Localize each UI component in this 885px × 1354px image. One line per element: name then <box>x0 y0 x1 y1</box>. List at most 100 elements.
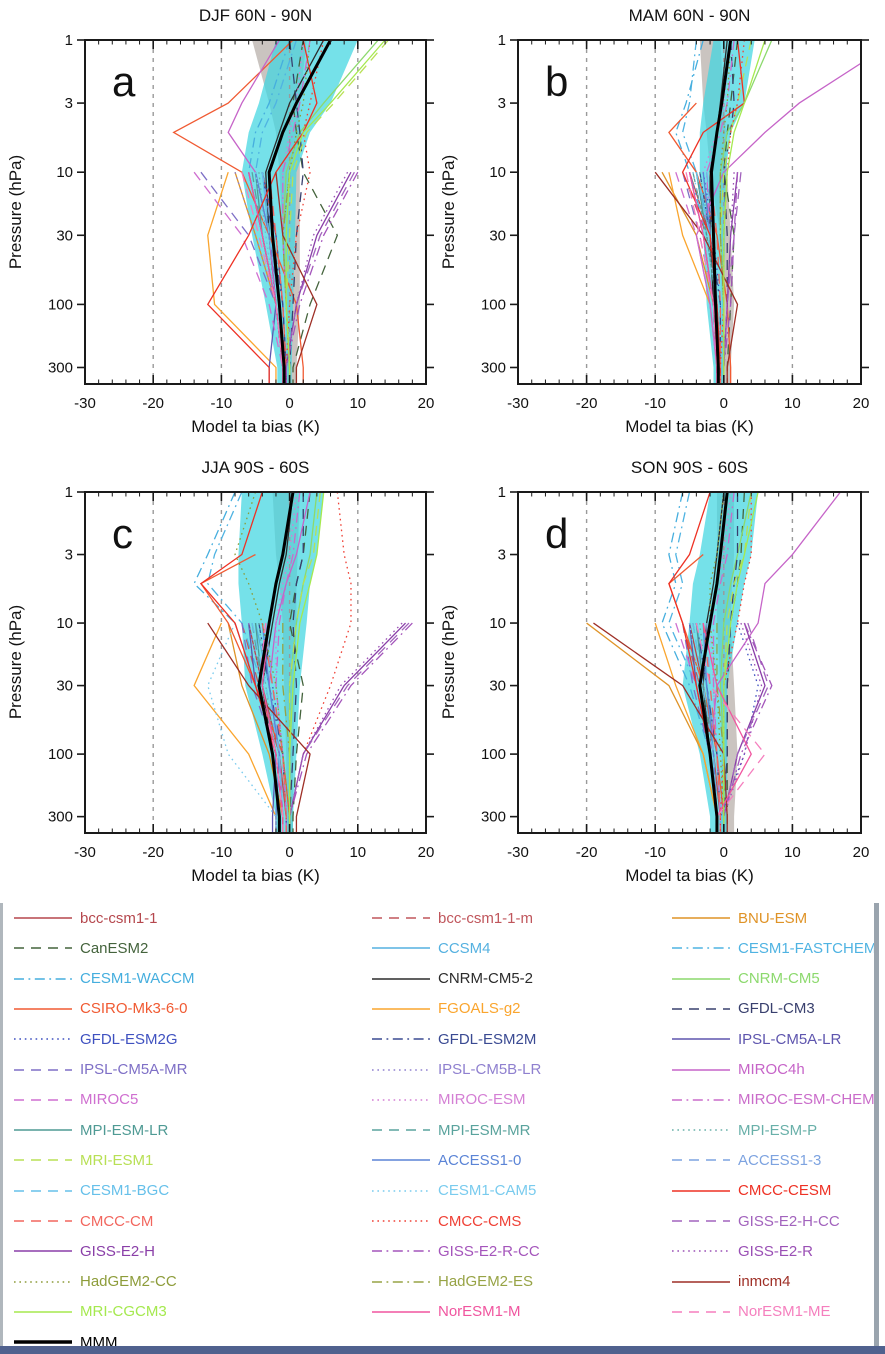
legend-label: MRI-ESM1 <box>80 1151 154 1169</box>
series-CMCC-CM <box>709 172 722 384</box>
panel-b-frame <box>517 39 862 385</box>
panel-d-title: SON 90S - 60S <box>630 458 749 477</box>
series-GFDL-CM3 <box>288 40 304 384</box>
panel-c-title: JJA 90S - 60S <box>201 458 310 477</box>
legend-swatch-solid <box>672 1280 730 1283</box>
series-CESM1-BGC <box>695 172 722 384</box>
legend-item-NorESM1-ME: NorESM1-ME <box>672 1301 831 1323</box>
x-tick-label: -20 <box>576 395 598 412</box>
series-NorESM1-ME <box>695 622 766 833</box>
legend-item-CNRM-CM5: CNRM-CM5 <box>672 968 820 990</box>
series-MRI-ESM1 <box>285 40 389 384</box>
legend-item-HadGEM2-ES: HadGEM2-ES <box>372 1271 533 1293</box>
legend-item-ACCESS1-0: ACCESS1-0 <box>372 1149 521 1171</box>
x-tick-label: -30 <box>507 844 529 861</box>
panel-c-ylabel: Pressure (hPa) <box>6 604 25 720</box>
panel-a-letter: a <box>112 58 136 105</box>
panel-c: -30 -20 -10 0 10 20 1 3 10 30 100 300 <box>48 484 434 861</box>
series-MRI-ESM1 <box>719 40 752 384</box>
legend-swatch-solid <box>672 977 730 980</box>
legend-swatch-dashdot <box>672 947 730 950</box>
legend-item-CCSM4: CCSM4 <box>372 937 491 959</box>
y-tick-label: 300 <box>481 359 506 376</box>
x-tick-label: -20 <box>142 395 164 412</box>
series-inmcm4 <box>275 172 318 384</box>
y-tick-label: 30 <box>56 227 73 244</box>
panel-d-ylabel: Pressure (hPa) <box>439 604 458 720</box>
legend-item-GISS-E2-R: GISS-E2-R <box>672 1240 813 1262</box>
x-tick-label: -10 <box>644 395 666 412</box>
panel-d-xlabel: Model ta bias (K) <box>625 866 754 885</box>
legend-item-MIROC-ESM: MIROC-ESM <box>372 1089 526 1111</box>
series-GISS-E2-R <box>723 622 763 833</box>
y-tick-label: 10 <box>489 615 506 632</box>
y-tick-label: 100 <box>481 746 506 763</box>
legend-item-CESM1-CAM5: CESM1-CAM5 <box>372 1180 536 1202</box>
legend-swatch-dashdot <box>14 977 72 980</box>
series-MPI-ESM-MR <box>251 172 284 384</box>
legend-label: MPI-ESM-MR <box>438 1121 531 1139</box>
legend-item-CSIRO-Mk3-6-0: CSIRO-Mk3-6-0 <box>14 998 188 1020</box>
legend-item-MPI-ESM-MR: MPI-ESM-MR <box>372 1119 531 1141</box>
legend-item-CESM1-FASTCHEM: CESM1-FASTCHEM <box>672 937 876 959</box>
legend-label: ACCESS1-3 <box>738 1151 822 1169</box>
series-GISS-E2-R-CC <box>285 171 359 384</box>
series-ACCESS1-3 <box>706 172 722 384</box>
legend-label: CESM1-CAM5 <box>438 1182 537 1200</box>
left-border-strip <box>0 903 3 1354</box>
legend-label: CSIRO-Mk3-6-0 <box>80 1000 188 1018</box>
series-CMCC-CESM <box>206 40 318 384</box>
legend-swatch-dashdot <box>372 1038 430 1040</box>
legend-label: ACCESS1-0 <box>438 1151 522 1169</box>
series-CESM1-BGC <box>692 622 718 833</box>
series-MIROC-ESM-CHEM <box>712 492 735 833</box>
panel-b-title: MAM 60N - 90N <box>628 6 751 25</box>
series-GISS-E2-R-CC <box>723 172 739 384</box>
x-tick-label: -20 <box>142 844 164 861</box>
legend-swatch-dotted <box>14 1038 72 1040</box>
legend-label: MPI-ESM-P <box>738 1121 818 1139</box>
legend-item-MIROC5: MIROC5 <box>14 1089 138 1111</box>
panel-d-letter: d <box>545 510 569 557</box>
series-MIROC-ESM-CHEM <box>275 492 301 833</box>
legend-swatch-solid <box>14 1008 72 1010</box>
panel-a-ylabel: Pressure (hPa) <box>6 154 25 270</box>
legend-label: FGOALS-g2 <box>438 1000 521 1018</box>
series-GISS-E2-H-CC <box>288 622 410 833</box>
legend-label: GISS-E2-H-CC <box>738 1212 840 1230</box>
panel-b-plot-area <box>585 40 861 384</box>
x-tick-label: 0 <box>285 395 293 412</box>
panel-b-letter: b <box>545 58 569 105</box>
legend-label: BNU-ESM <box>738 909 808 927</box>
series-CanESM2 <box>723 40 739 384</box>
series-ACCESS1-3 <box>706 623 722 833</box>
legend-swatch-dashed <box>14 947 72 950</box>
legend-item-IPSL-CM5A-MR: IPSL-CM5A-MR <box>14 1059 188 1081</box>
legend-item-ACCESS1-3: ACCESS1-3 <box>672 1149 821 1171</box>
y-tick-label: 30 <box>489 227 506 244</box>
legend-swatch-dotted <box>372 1068 430 1071</box>
legend-item-CESM1-BGC: CESM1-BGC <box>14 1180 169 1202</box>
legend-item-NorESM1-M: NorESM1-M <box>372 1301 521 1323</box>
legend-item-CMCC-CESM: CMCC-CESM <box>672 1180 831 1202</box>
legend-label: MIROC5 <box>80 1091 139 1109</box>
series-CMCC-CM <box>268 172 287 384</box>
legend-label: MIROC4h <box>738 1061 805 1078</box>
legend-item-CESM1-WACCM: CESM1-WACCM <box>14 968 194 990</box>
legend-swatch-dashdot <box>372 1280 430 1283</box>
legend-label: bcc-csm1-1 <box>80 909 158 927</box>
y-tick-label: 10 <box>56 164 73 181</box>
legend-swatch-dotted <box>14 1280 72 1283</box>
legend-label: CESM1-WACCM <box>80 970 195 988</box>
y-tick-label: 100 <box>481 296 506 313</box>
legend-item-CanESM2: CanESM2 <box>14 937 148 959</box>
legend-label: NorESM1-ME <box>738 1303 831 1321</box>
legend-item-CMCC-CMS: CMCC-CMS <box>372 1210 521 1232</box>
legend-item-IPSL-CM5A-LR: IPSL-CM5A-LR <box>672 1028 841 1050</box>
legend-item-CMCC-CM: CMCC-CM <box>14 1210 153 1232</box>
legend-label: MIROC-ESM <box>438 1091 526 1109</box>
x-tick-label: -10 <box>211 844 233 861</box>
legend-swatch-solid <box>372 977 430 980</box>
x-tick-label: -30 <box>507 395 529 412</box>
y-tick-label: 1 <box>65 32 73 49</box>
